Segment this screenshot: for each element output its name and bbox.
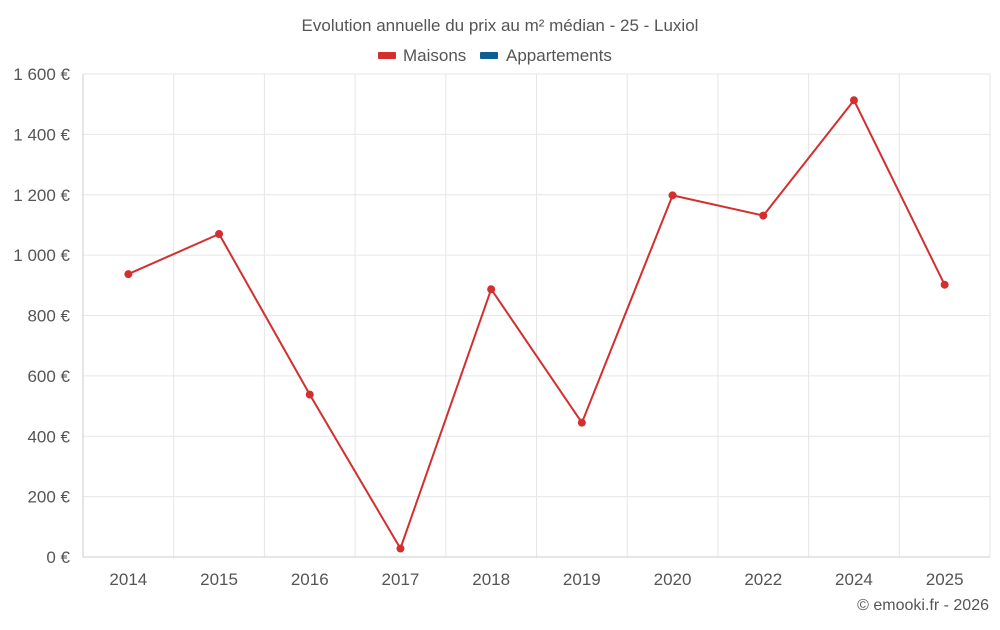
series-maisons bbox=[124, 96, 949, 553]
x-tick-label: 2022 bbox=[744, 570, 782, 589]
series-line-maisons bbox=[127, 99, 946, 550]
x-tick-label: 2017 bbox=[382, 570, 420, 589]
data-point-maisons[interactable] bbox=[759, 211, 768, 220]
x-tick-label: 2019 bbox=[563, 570, 601, 589]
y-tick-label: 1 200 € bbox=[13, 186, 70, 205]
y-tick-label: 800 € bbox=[27, 307, 70, 326]
legend-item-maisons[interactable]: Maisons bbox=[378, 46, 466, 65]
data-point-maisons[interactable] bbox=[940, 280, 949, 289]
y-tick-label: 1 000 € bbox=[13, 246, 70, 265]
y-tick-label: 1 600 € bbox=[13, 65, 70, 84]
legend: Maisons Appartements bbox=[378, 46, 612, 65]
grid bbox=[83, 73, 991, 557]
y-axis-tick-labels: 0 € 200 € 400 € 600 € 800 € 1 000 € 1 200 € 1 4… bbox=[13, 65, 70, 567]
x-tick-label: 2020 bbox=[654, 570, 692, 589]
legend-item-appartements[interactable]: Appartements bbox=[480, 46, 612, 65]
data-point-maisons[interactable] bbox=[668, 191, 677, 200]
data-point-maisons[interactable] bbox=[124, 270, 133, 279]
legend-label-maisons: Maisons bbox=[403, 46, 466, 65]
x-axis-tick-labels: 2014 2015 2016 2017 2018 2019 2020 2022 2024 2025 bbox=[109, 570, 963, 589]
data-point-maisons[interactable] bbox=[215, 229, 224, 238]
legend-swatch-appartements bbox=[480, 52, 498, 59]
y-tick-label: 0 € bbox=[46, 548, 70, 567]
x-tick-label: 2018 bbox=[472, 570, 510, 589]
data-point-maisons[interactable] bbox=[305, 390, 314, 399]
y-tick-label: 200 € bbox=[27, 488, 70, 507]
legend-swatch-maisons bbox=[378, 52, 396, 59]
x-tick-label: 2014 bbox=[109, 570, 147, 589]
y-tick-label: 400 € bbox=[27, 427, 70, 446]
axes bbox=[82, 74, 990, 558]
data-point-maisons[interactable] bbox=[396, 544, 405, 553]
y-tick-label: 600 € bbox=[27, 367, 70, 386]
legend-label-appartements: Appartements bbox=[506, 46, 612, 65]
x-tick-label: 2015 bbox=[200, 570, 238, 589]
y-tick-label: 1 400 € bbox=[13, 125, 70, 144]
chart-title: Evolution annuelle du prix au m² médian … bbox=[302, 16, 699, 35]
data-point-maisons[interactable] bbox=[487, 285, 496, 294]
x-tick-label: 2024 bbox=[835, 570, 873, 589]
x-tick-label: 2025 bbox=[926, 570, 964, 589]
credits[interactable]: © emooki.fr - 2026 bbox=[857, 597, 989, 614]
x-tick-label: 2016 bbox=[291, 570, 329, 589]
data-point-maisons[interactable] bbox=[577, 418, 586, 427]
data-point-maisons[interactable] bbox=[849, 96, 858, 105]
